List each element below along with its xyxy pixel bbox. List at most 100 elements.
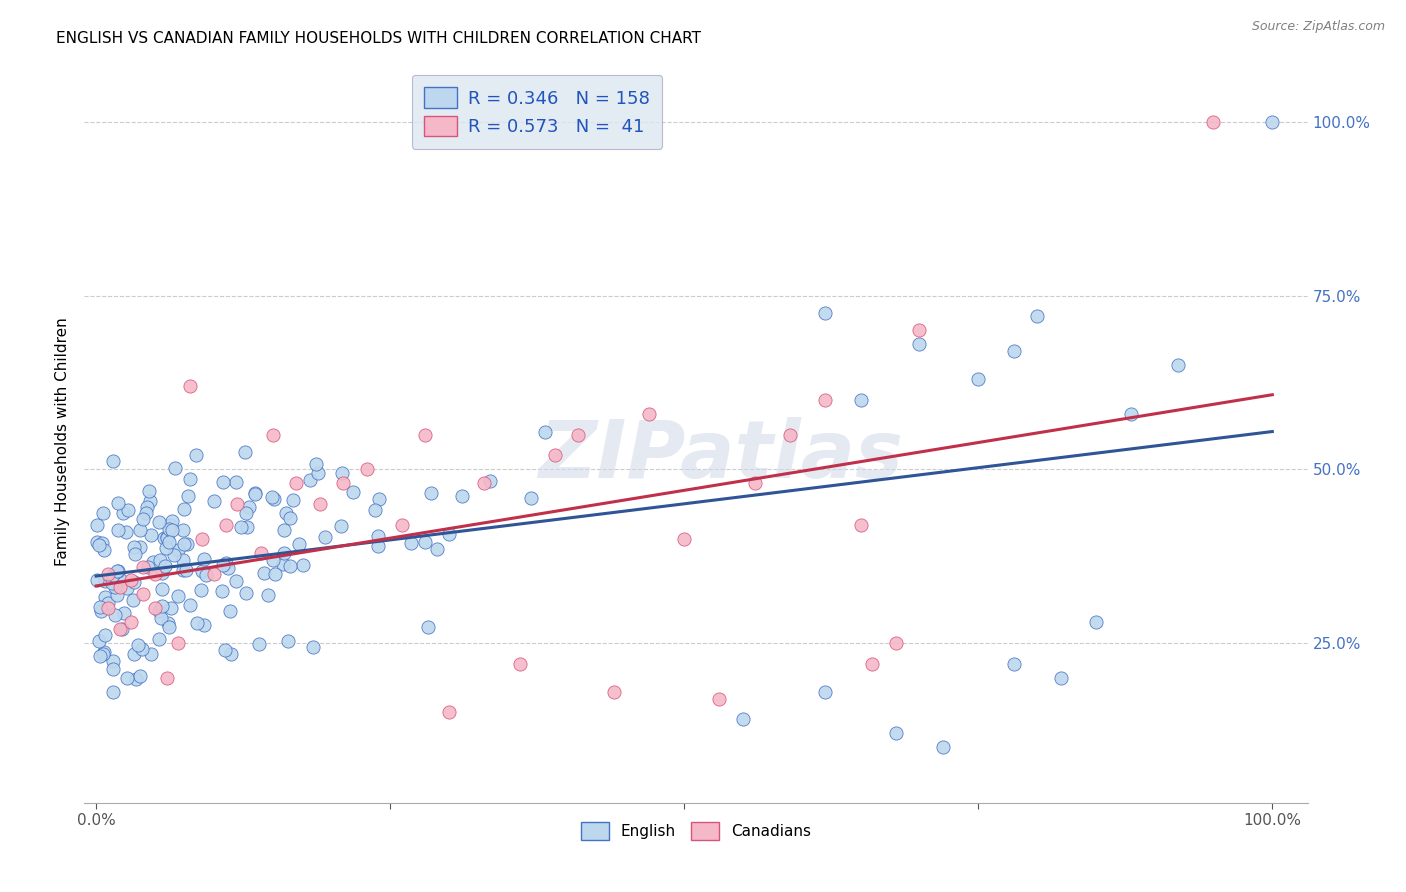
Point xyxy=(262,427,284,442)
Point xyxy=(308,497,330,511)
Point xyxy=(138,483,160,498)
Point xyxy=(124,547,146,561)
Point xyxy=(86,518,108,533)
Point xyxy=(413,534,436,549)
Point xyxy=(814,392,837,407)
Point xyxy=(177,490,200,504)
Point xyxy=(1202,115,1225,129)
Point xyxy=(107,564,129,578)
Point xyxy=(101,454,124,468)
Point xyxy=(143,601,166,615)
Point xyxy=(87,633,110,648)
Point xyxy=(1167,358,1189,372)
Point xyxy=(314,530,336,544)
Point xyxy=(215,556,238,570)
Point xyxy=(225,574,247,589)
Point xyxy=(287,537,309,551)
Text: ZIPatlas: ZIPatlas xyxy=(538,417,903,495)
Point xyxy=(285,476,308,491)
Point xyxy=(283,493,305,508)
Point xyxy=(226,497,249,511)
Point xyxy=(273,545,295,559)
Point xyxy=(101,684,124,698)
Point xyxy=(139,647,162,661)
Point xyxy=(97,601,120,615)
Point xyxy=(451,489,474,503)
Text: ENGLISH VS CANADIAN FAMILY HOUSEHOLDS WITH CHILDREN CORRELATION CHART: ENGLISH VS CANADIAN FAMILY HOUSEHOLDS WI… xyxy=(56,31,702,46)
Point xyxy=(122,540,145,554)
Point xyxy=(176,537,198,551)
Point xyxy=(1049,671,1071,685)
Point xyxy=(235,506,257,520)
Point xyxy=(426,542,449,557)
Point xyxy=(148,604,170,618)
Point xyxy=(150,582,173,596)
Point xyxy=(103,662,125,676)
Point xyxy=(253,566,276,580)
Point xyxy=(172,564,194,578)
Point xyxy=(122,574,145,589)
Point xyxy=(156,671,179,685)
Point xyxy=(1084,615,1107,630)
Point xyxy=(534,425,557,439)
Point xyxy=(332,476,354,491)
Point xyxy=(94,574,117,589)
Point xyxy=(204,494,226,508)
Point xyxy=(128,669,150,683)
Point xyxy=(156,530,179,544)
Point xyxy=(132,587,155,601)
Point xyxy=(908,337,931,351)
Point xyxy=(567,427,589,442)
Point xyxy=(122,647,145,661)
Point xyxy=(367,492,389,507)
Point xyxy=(156,531,179,545)
Point xyxy=(150,599,173,614)
Point xyxy=(190,565,212,579)
Point xyxy=(262,552,284,566)
Point xyxy=(190,582,212,597)
Point xyxy=(174,563,197,577)
Point xyxy=(112,606,135,620)
Point xyxy=(89,648,111,663)
Point xyxy=(219,647,242,661)
Point xyxy=(160,601,183,615)
Point xyxy=(292,558,315,572)
Point xyxy=(908,323,931,337)
Point xyxy=(143,566,166,581)
Point xyxy=(135,506,157,520)
Point xyxy=(814,684,837,698)
Point xyxy=(211,558,233,573)
Point xyxy=(731,713,754,727)
Point xyxy=(179,472,201,486)
Point xyxy=(132,512,155,526)
Point xyxy=(86,573,108,587)
Point xyxy=(153,558,176,573)
Point xyxy=(148,632,170,647)
Point xyxy=(364,503,387,517)
Point xyxy=(93,628,115,642)
Point xyxy=(93,644,115,658)
Point xyxy=(107,588,129,602)
Point xyxy=(193,618,215,632)
Point xyxy=(214,643,236,657)
Point xyxy=(472,476,495,491)
Point xyxy=(247,637,270,651)
Legend: English, Canadians: English, Canadians xyxy=(575,816,817,846)
Point xyxy=(179,598,201,612)
Point xyxy=(167,636,190,650)
Point xyxy=(104,608,127,623)
Point xyxy=(148,516,170,530)
Point xyxy=(108,622,131,636)
Point xyxy=(231,520,253,534)
Point xyxy=(96,596,118,610)
Point xyxy=(125,672,148,686)
Point xyxy=(91,506,114,520)
Point xyxy=(131,642,153,657)
Point xyxy=(257,588,280,602)
Point xyxy=(165,460,187,475)
Point xyxy=(184,448,207,462)
Point xyxy=(112,506,135,520)
Point xyxy=(274,506,297,520)
Text: Source: ZipAtlas.com: Source: ZipAtlas.com xyxy=(1251,20,1385,33)
Point xyxy=(89,599,111,614)
